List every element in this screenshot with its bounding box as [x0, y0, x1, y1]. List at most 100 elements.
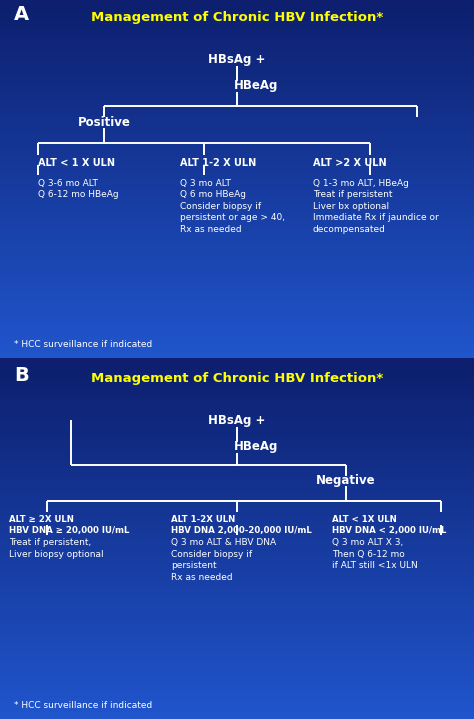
Bar — [0, 50, 474, 54]
Bar — [0, 605, 474, 608]
Bar — [0, 22, 474, 25]
Bar — [0, 390, 474, 393]
Bar — [0, 536, 474, 540]
Bar — [0, 475, 474, 479]
Text: ALT 1-2 X ULN: ALT 1-2 X ULN — [180, 157, 256, 168]
Bar — [0, 247, 474, 251]
Bar — [0, 422, 474, 426]
Bar — [0, 107, 474, 111]
Bar — [0, 515, 474, 518]
Bar — [0, 683, 474, 687]
Bar — [0, 129, 474, 132]
Bar — [0, 229, 474, 233]
Bar — [0, 275, 474, 279]
Bar — [0, 204, 474, 208]
Bar — [0, 457, 474, 461]
Bar — [0, 636, 474, 640]
Bar — [0, 597, 474, 601]
Bar — [0, 694, 474, 697]
Bar — [0, 165, 474, 168]
Text: HBsAg +: HBsAg + — [208, 52, 266, 65]
Bar — [0, 433, 474, 436]
Bar — [0, 86, 474, 90]
Bar — [0, 450, 474, 454]
Bar — [0, 240, 474, 244]
Bar — [0, 701, 474, 705]
Text: Negative: Negative — [316, 475, 376, 487]
Bar — [0, 304, 474, 308]
Text: Q 3 mo ALT X 3,
Then Q 6-12 mo
if ALT still <1x ULN: Q 3 mo ALT X 3, Then Q 6-12 mo if ALT st… — [332, 539, 418, 570]
Bar — [0, 272, 474, 275]
Bar — [0, 522, 474, 526]
Bar — [0, 47, 474, 50]
Text: HBeAg: HBeAg — [234, 79, 278, 93]
Bar — [0, 490, 474, 493]
Bar — [0, 40, 474, 43]
Bar — [0, 669, 474, 672]
Bar — [0, 315, 474, 319]
Bar — [0, 468, 474, 472]
Text: Management of Chronic HBV Infection*: Management of Chronic HBV Infection* — [91, 372, 383, 385]
Bar — [0, 262, 474, 265]
Bar — [0, 215, 474, 219]
Bar — [0, 482, 474, 486]
Bar — [0, 690, 474, 694]
Bar — [0, 222, 474, 226]
Bar — [0, 400, 474, 404]
Bar — [0, 440, 474, 444]
Text: * HCC surveillance if indicated: * HCC surveillance if indicated — [14, 701, 153, 710]
Bar — [0, 464, 474, 468]
Bar — [0, 572, 474, 576]
Bar — [0, 619, 474, 623]
Bar — [0, 72, 474, 75]
Bar — [0, 558, 474, 562]
Text: A: A — [14, 5, 29, 24]
Bar — [0, 211, 474, 215]
Bar — [0, 526, 474, 529]
Text: Q 3-6 mo ALT
Q 6-12 mo HBeAg: Q 3-6 mo ALT Q 6-12 mo HBeAg — [38, 179, 118, 199]
Bar — [0, 18, 474, 22]
Bar — [0, 644, 474, 647]
Bar — [0, 375, 474, 379]
Bar — [0, 75, 474, 79]
Text: HBsAg +: HBsAg + — [208, 413, 266, 426]
Bar — [0, 157, 474, 161]
Bar — [0, 132, 474, 136]
Bar — [0, 615, 474, 619]
Bar — [0, 379, 474, 383]
Bar — [0, 647, 474, 651]
Bar — [0, 411, 474, 415]
Bar — [0, 486, 474, 490]
Text: Q 3 mo ALT
Q 6 mo HBeAg
Consider biopsy if
persistent or age > 40,
Rx as needed: Q 3 mo ALT Q 6 mo HBeAg Consider biopsy … — [180, 179, 285, 234]
Bar — [0, 540, 474, 544]
Bar — [0, 372, 474, 375]
Bar — [0, 533, 474, 536]
Bar — [0, 258, 474, 262]
Bar — [0, 583, 474, 587]
Bar — [0, 168, 474, 172]
Bar — [0, 208, 474, 211]
Bar — [0, 687, 474, 690]
Bar — [0, 193, 474, 197]
Bar — [0, 444, 474, 447]
Bar — [0, 14, 474, 18]
Bar — [0, 415, 474, 418]
Bar — [0, 365, 474, 368]
Bar — [0, 626, 474, 630]
Bar — [0, 43, 474, 47]
Bar — [0, 143, 474, 147]
Bar — [0, 661, 474, 665]
Bar — [0, 679, 474, 683]
Bar — [0, 233, 474, 237]
Text: ALT 1-2X ULN
HBV DNA 2,000-20,000 IU/mL: ALT 1-2X ULN HBV DNA 2,000-20,000 IU/mL — [171, 515, 311, 535]
Text: B: B — [14, 366, 29, 385]
Bar — [0, 122, 474, 125]
Bar — [0, 454, 474, 457]
Bar — [0, 336, 474, 340]
Bar — [0, 118, 474, 122]
Text: Q 1-3 mo ALT, HBeAg
Treat if persistent
Liver bx optional
Immediate Rx if jaundi: Q 1-3 mo ALT, HBeAg Treat if persistent … — [313, 179, 438, 234]
Bar — [0, 493, 474, 497]
Bar — [0, 201, 474, 204]
Bar — [0, 329, 474, 333]
Text: HBeAg: HBeAg — [234, 440, 278, 454]
